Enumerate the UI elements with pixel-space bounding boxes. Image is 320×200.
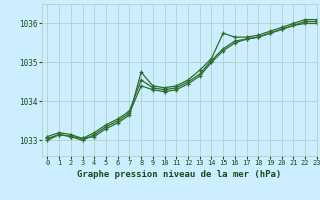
X-axis label: Graphe pression niveau de la mer (hPa): Graphe pression niveau de la mer (hPa) xyxy=(77,170,281,179)
